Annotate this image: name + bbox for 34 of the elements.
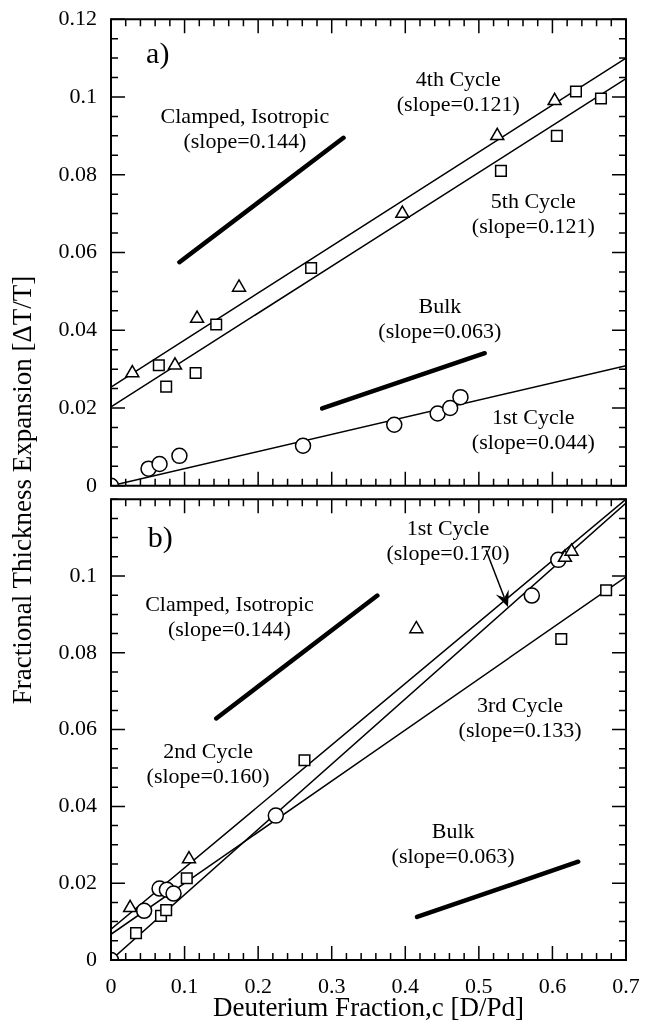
annotation: 4th Cycle (slope=0.121) [396, 65, 520, 116]
x-tick-label: 0 [105, 972, 117, 998]
annotation: 3rd Cycle (slope=0.133) [458, 691, 582, 742]
y-tick-label: 0 [86, 471, 97, 497]
y-tick-label: 0.1 [69, 82, 97, 108]
annotation: 1st Cycle (slope=0.044) [471, 404, 595, 455]
x-tick-label: 0.4 [391, 972, 420, 998]
y-tick-label: 0 [86, 945, 97, 971]
annotation: b) [147, 520, 173, 555]
y-tick-label: 0.1 [69, 561, 97, 587]
x-tick-label: 0.6 [538, 972, 567, 998]
y-tick-label: 0.04 [58, 792, 97, 818]
y-axis-title: Fractional Thickness Expansion [ΔT/T] [6, 275, 38, 705]
y-tick-label: 0.04 [58, 316, 97, 342]
x-tick-label: 0.3 [317, 972, 346, 998]
annotation: Clamped, Isotropic (slope=0.144) [160, 102, 330, 153]
x-tick-label: 0.2 [244, 972, 272, 998]
x-tick-label: 0.1 [170, 972, 199, 998]
annotation: Clamped, Isotropic (slope=0.144) [145, 591, 314, 642]
y-tick-label: 0.02 [58, 393, 97, 419]
annotation: Bulk (slope=0.063) [391, 818, 515, 869]
annotation: 5th Cycle (slope=0.121) [471, 188, 595, 239]
annotation: Bulk (slope=0.063) [378, 293, 502, 344]
y-tick-label: 0.02 [58, 868, 97, 894]
x-tick-label: 0.7 [612, 972, 640, 998]
y-tick-label: 0.08 [58, 638, 97, 664]
annotation: 2nd Cycle (slope=0.160) [146, 737, 270, 788]
y-tick-label: 0.06 [58, 715, 97, 741]
annotation: 1st Cycle (slope=0.170) [386, 514, 510, 565]
y-tick-label: 0.12 [58, 4, 97, 30]
x-tick-label: 0.5 [465, 972, 493, 998]
y-tick-label: 0.08 [58, 160, 97, 186]
y-tick-label: 0.06 [58, 238, 97, 264]
annotation: a) [146, 36, 170, 71]
